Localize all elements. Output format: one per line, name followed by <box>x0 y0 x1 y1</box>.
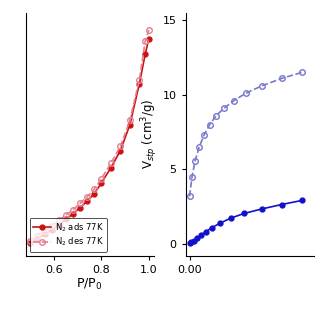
N$_2$ des 77K <box>78 201 82 205</box>
N$_2$ des 77K <box>100 177 103 180</box>
N$_2$ ads 77K <box>138 82 141 86</box>
N$_2$ ads 77K <box>92 192 96 196</box>
N$_2$ des 77K <box>143 39 147 43</box>
N$_2$ des 77K <box>57 219 61 222</box>
N$_2$ des 77K <box>50 224 53 228</box>
Y-axis label: V$_{stp}$ (cm$^3$/g): V$_{stp}$ (cm$^3$/g) <box>139 99 160 170</box>
N$_2$ des 77K <box>71 208 75 212</box>
X-axis label: P/P$_0$: P/P$_0$ <box>76 276 103 292</box>
N$_2$ ads 77K <box>78 206 82 210</box>
N$_2$ ads 77K <box>64 218 68 221</box>
N$_2$ ads 77K <box>50 228 53 232</box>
N$_2$ des 77K <box>147 28 151 32</box>
N$_2$ des 77K <box>128 118 132 122</box>
N$_2$ ads 77K <box>118 148 122 152</box>
N$_2$ des 77K <box>118 144 122 148</box>
N$_2$ des 77K <box>92 188 96 191</box>
N$_2$ des 77K <box>28 239 32 243</box>
N$_2$ ads 77K <box>147 37 151 41</box>
N$_2$ ads 77K <box>36 237 39 241</box>
N$_2$ ads 77K <box>71 212 75 216</box>
N$_2$ des 77K <box>138 77 141 81</box>
N$_2$ ads 77K <box>28 241 32 245</box>
Line: N$_2$ des 77K: N$_2$ des 77K <box>28 27 152 244</box>
N$_2$ ads 77K <box>100 181 103 185</box>
N$_2$ ads 77K <box>143 52 147 56</box>
N$_2$ des 77K <box>43 229 46 233</box>
Line: N$_2$ ads 77K: N$_2$ ads 77K <box>28 36 151 245</box>
N$_2$ ads 77K <box>128 123 132 127</box>
N$_2$ ads 77K <box>43 233 46 236</box>
Legend: N$_2$ ads 77K, N$_2$ des 77K: N$_2$ ads 77K, N$_2$ des 77K <box>30 218 107 252</box>
N$_2$ ads 77K <box>85 199 89 203</box>
N$_2$ des 77K <box>64 213 68 217</box>
N$_2$ ads 77K <box>57 223 61 227</box>
N$_2$ des 77K <box>36 234 39 237</box>
N$_2$ ads 77K <box>109 166 113 170</box>
N$_2$ des 77K <box>109 162 113 165</box>
N$_2$ des 77K <box>85 195 89 199</box>
